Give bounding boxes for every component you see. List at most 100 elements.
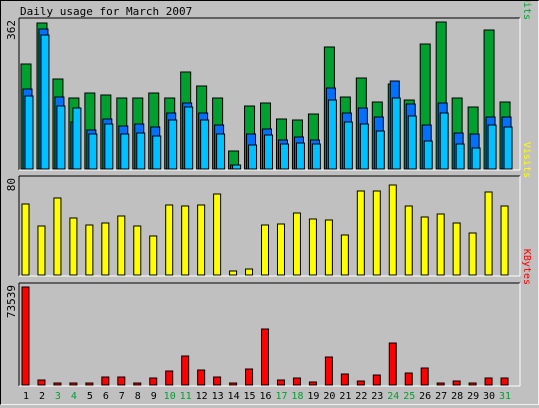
bar-kbytes-day-24 (388, 342, 397, 386)
panel-kbytes: 73539 KBytes (5, 249, 532, 387)
bar-visits-day-25 (404, 205, 413, 276)
day-label-12: 12 (196, 391, 208, 402)
bar-pages-day-29 (471, 147, 481, 170)
bar-kbytes-day-5 (85, 382, 94, 386)
bar-pages-day-6 (104, 123, 114, 170)
bar-pages-day-13 (216, 133, 226, 170)
bar-visits-day-30 (484, 191, 493, 276)
day-label-15: 15 (244, 391, 256, 402)
bar-pages-day-18 (295, 142, 305, 170)
bar-kbytes-day-4 (69, 382, 78, 386)
bar-kbytes-day-6 (101, 376, 110, 386)
day-label-2: 2 (39, 391, 45, 402)
bar-visits-day-21 (340, 234, 349, 276)
bar-pages-day-23 (375, 130, 385, 170)
bar-kbytes-day-9 (149, 377, 158, 386)
bar-pages-day-28 (455, 143, 465, 170)
bar-kbytes-day-14 (229, 382, 238, 386)
bar-visits-day-4 (69, 217, 78, 276)
bar-pages-day-10 (168, 119, 178, 170)
panel-visits: 80 Visits (5, 142, 532, 277)
bar-pages-day-27 (439, 112, 449, 170)
day-label-18: 18 (291, 391, 303, 402)
bar-pages-day-9 (152, 135, 162, 170)
day-label-26: 26 (419, 391, 431, 402)
panel-traffic: 362 Pages/Files/Hits (5, 0, 532, 171)
bar-visits-day-31 (500, 205, 509, 276)
day-label-22: 22 (355, 391, 367, 402)
day-label-24: 24 (387, 391, 399, 402)
plot-area-visits (19, 176, 520, 276)
day-label-10: 10 (164, 391, 176, 402)
bar-pages-day-11 (184, 106, 194, 170)
bar-kbytes-day-19 (308, 381, 317, 386)
bar-visits-day-27 (436, 213, 445, 276)
bar-pages-day-3 (56, 105, 66, 170)
bar-kbytes-day-10 (165, 370, 174, 386)
bar-pages-day-17 (279, 143, 289, 170)
day-label-19: 19 (307, 391, 319, 402)
day-label-11: 11 (180, 391, 192, 402)
bar-kbytes-day-18 (292, 377, 301, 386)
bar-pages-day-21 (343, 121, 353, 170)
y-max-label-visits: 80 (5, 178, 18, 191)
series-label-visits: Visits (521, 142, 532, 178)
day-label-6: 6 (103, 391, 109, 402)
day-label-14: 14 (228, 391, 240, 402)
day-label-21: 21 (339, 391, 351, 402)
bar-pages-day-30 (487, 124, 497, 170)
bar-pages-day-16 (264, 134, 274, 170)
series-label-kbytes: KBytes (521, 249, 532, 285)
bar-visits-day-7 (117, 215, 126, 276)
bar-kbytes-day-2 (37, 379, 46, 386)
day-label-17: 17 (275, 391, 287, 402)
day-label-8: 8 (135, 391, 141, 402)
bar-pages-day-19 (311, 143, 321, 170)
bar-kbytes-day-16 (261, 328, 270, 386)
bar-visits-day-6 (101, 222, 110, 276)
bar-pages-day-31 (503, 126, 513, 170)
bar-kbytes-day-20 (324, 356, 333, 386)
bar-pages-day-2 (40, 34, 50, 170)
bar-visits-day-20 (324, 219, 333, 276)
bar-kbytes-day-29 (468, 382, 477, 386)
bar-pages-day-1 (24, 95, 34, 170)
bar-kbytes-day-12 (197, 369, 206, 386)
bar-pages-day-4 (72, 107, 82, 170)
bar-visits-day-28 (452, 222, 461, 276)
day-label-23: 23 (371, 391, 383, 402)
day-label-3: 3 (55, 391, 61, 402)
day-label-25: 25 (403, 391, 415, 402)
bar-visits-day-14 (229, 270, 238, 276)
bar-visits-day-10 (165, 204, 174, 276)
bar-kbytes-day-26 (420, 367, 429, 386)
bar-pages-day-26 (423, 140, 433, 170)
bar-pages-day-15 (248, 144, 258, 170)
bar-visits-day-17 (276, 223, 285, 276)
bar-visits-day-23 (372, 190, 381, 276)
day-label-16: 16 (259, 391, 271, 402)
bar-visits-day-26 (420, 216, 429, 276)
bar-kbytes-day-17 (276, 379, 285, 386)
plot-area-kbytes (19, 283, 520, 386)
bar-pages-day-24 (391, 97, 401, 170)
bar-kbytes-day-11 (181, 355, 190, 386)
bar-visits-day-2 (37, 225, 46, 276)
day-label-7: 7 (119, 391, 125, 402)
bar-visits-day-9 (149, 235, 158, 276)
bar-kbytes-day-28 (452, 380, 461, 386)
bar-visits-day-24 (388, 184, 397, 276)
bar-kbytes-day-23 (372, 374, 381, 386)
bar-kbytes-day-7 (117, 376, 126, 386)
series-label-traffic: Pages/Files/Hits (521, 1, 532, 20)
bar-visits-day-19 (308, 218, 317, 276)
bar-pages-day-12 (200, 119, 210, 170)
bar-kbytes-day-25 (404, 372, 413, 386)
day-label-31: 31 (499, 391, 511, 402)
bar-pages-day-5 (88, 133, 98, 170)
bar-kbytes-day-3 (53, 382, 62, 386)
bar-kbytes-day-22 (356, 380, 365, 386)
y-max-label-kbytes: 73539 (5, 285, 18, 318)
bar-kbytes-day-30 (484, 377, 493, 386)
